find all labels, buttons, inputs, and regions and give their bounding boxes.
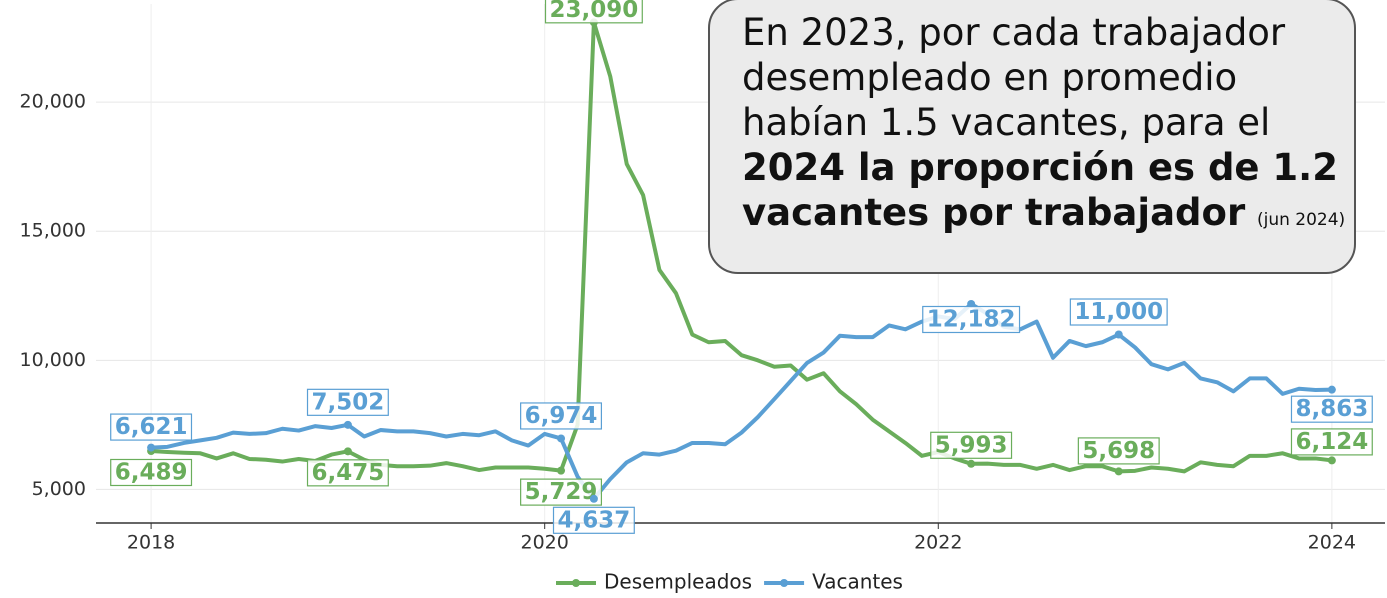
data-label-group: 7,502 (306, 388, 389, 416)
data-label: 5,729 (525, 479, 598, 505)
point (343, 420, 352, 429)
data-label: 4,637 (558, 507, 631, 533)
data-label-box (1077, 437, 1160, 465)
data-label: 6,489 (115, 459, 188, 485)
data-label: 6,475 (312, 460, 385, 486)
data-label-box (110, 413, 193, 441)
data-label-group: 23,090 (544, 0, 643, 24)
annotation-bold: 2024 la proporción es de 1.2 vacantes po… (742, 146, 1338, 234)
data-label-group: 8,863 (1290, 395, 1373, 423)
data-label: 5,698 (1082, 438, 1155, 464)
point (557, 434, 566, 443)
y-tick-label: 15,000 (20, 220, 86, 242)
data-label: 6,974 (525, 403, 598, 429)
legend-label: Desempleados (604, 570, 752, 594)
data-label-box (520, 478, 603, 506)
legend-dot (572, 579, 580, 587)
legend-dot (780, 579, 789, 587)
data-label-group: 11,000 (1069, 298, 1168, 326)
data-label-group: 4,637 (552, 506, 635, 534)
data-label-box (110, 458, 193, 487)
data-label-group: 6,124 (1290, 428, 1373, 456)
data-label-group: 5,698 (1077, 437, 1160, 465)
data-label: 6,124 (1295, 429, 1368, 455)
data-label-box (520, 402, 603, 430)
data-label-box (306, 388, 389, 416)
annotation: En 2023, por cada trabajador desempleado… (708, 0, 1356, 274)
data-label-box (930, 431, 1013, 459)
data-label-box (922, 305, 1021, 334)
y-tick-label: 5,000 (32, 478, 86, 500)
x-tick-label: 2020 (521, 532, 569, 554)
data-label-box (552, 506, 635, 534)
data-label-group: 6,974 (520, 402, 603, 430)
annotation-text: En 2023, por cada trabajador desempleado… (742, 11, 1286, 144)
data-label: 23,090 (550, 0, 639, 23)
data-label: 7,502 (312, 389, 385, 415)
point (1327, 385, 1336, 394)
data-label: 5,993 (935, 432, 1008, 458)
point (147, 443, 156, 452)
annotation-note: (jun 2024) (1256, 210, 1346, 230)
point (589, 494, 598, 503)
x-tick-label: 2018 (127, 532, 175, 554)
data-label-box (1290, 428, 1373, 456)
data-label-box (544, 0, 643, 24)
data-label: 11,000 (1074, 299, 1163, 325)
point (343, 447, 352, 456)
y-tick-label: 20,000 (20, 91, 86, 113)
data-label-box (1290, 395, 1373, 423)
y-tick-label: 10,000 (20, 349, 86, 371)
data-label: 6,621 (115, 414, 188, 440)
point (1114, 330, 1123, 339)
point (1327, 456, 1336, 465)
x-tick-label: 2024 (1308, 532, 1356, 554)
data-label: 8,863 (1295, 396, 1368, 422)
data-label-box (1069, 298, 1168, 326)
data-label-box (306, 459, 389, 487)
data-label-group: 12,182 (922, 305, 1021, 334)
data-label-group: 6,475 (306, 459, 389, 487)
x-tick-label: 2022 (914, 532, 962, 554)
point (967, 459, 976, 468)
data-label: 12,182 (927, 306, 1016, 332)
point (557, 466, 566, 475)
legend-label: Vacantes (812, 570, 903, 594)
point (1114, 467, 1123, 476)
data-label-group: 5,993 (930, 431, 1013, 459)
data-label-group: 5,729 (520, 478, 603, 506)
data-label-group: 6,621 (110, 413, 193, 441)
data-label-group: 6,489 (110, 458, 193, 487)
